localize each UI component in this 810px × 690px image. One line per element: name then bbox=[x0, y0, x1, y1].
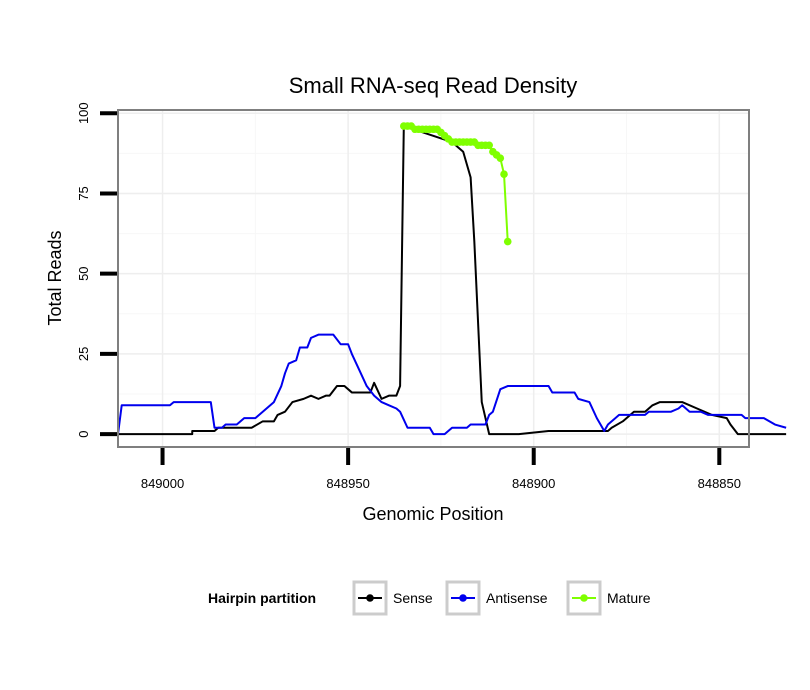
x-tick-label: 848950 bbox=[326, 476, 369, 491]
series-line-antisense bbox=[117, 333, 787, 436]
y-tick-label: 100 bbox=[76, 102, 91, 124]
legend-item-mature: Mature bbox=[566, 580, 651, 616]
y-tick-label: 0 bbox=[76, 431, 91, 438]
legend-item-sense: Sense bbox=[352, 580, 433, 616]
legend-title: Hairpin partition bbox=[208, 590, 316, 606]
legend-label: Antisense bbox=[486, 590, 548, 606]
legend: Hairpin partition Sense Antisense Mature bbox=[208, 580, 651, 616]
legend-label: Mature bbox=[607, 590, 651, 606]
y-tick-label: 75 bbox=[76, 186, 91, 200]
y-axis: 0 25 50 75 100 bbox=[76, 102, 118, 438]
series-line-sense bbox=[118, 125, 787, 436]
x-tick-label: 848850 bbox=[698, 476, 741, 491]
legend-label: Sense bbox=[393, 590, 433, 606]
chart-title: Small RNA-seq Read Density bbox=[289, 73, 578, 98]
x-axis-title: Genomic Position bbox=[362, 504, 503, 524]
legend-key-marker bbox=[366, 594, 374, 602]
legend-key-marker bbox=[580, 594, 588, 602]
x-tick-label: 849000 bbox=[141, 476, 184, 491]
series bbox=[117, 122, 787, 436]
plot-panel-border bbox=[117, 109, 750, 448]
legend-item-antisense: Antisense bbox=[445, 580, 548, 616]
x-tick-label: 848900 bbox=[512, 476, 555, 491]
y-axis-title: Total Reads bbox=[45, 230, 65, 325]
grid bbox=[118, 110, 749, 447]
y-tick-label: 25 bbox=[76, 347, 91, 361]
legend-key-marker bbox=[459, 594, 467, 602]
data-point-mature bbox=[496, 154, 505, 162]
data-point-mature bbox=[500, 170, 508, 178]
x-axis: 849000 848950 848900 848850 bbox=[141, 447, 741, 491]
data-point-mature bbox=[503, 237, 512, 246]
y-tick-label: 50 bbox=[76, 266, 91, 280]
data-point-mature bbox=[485, 141, 493, 150]
